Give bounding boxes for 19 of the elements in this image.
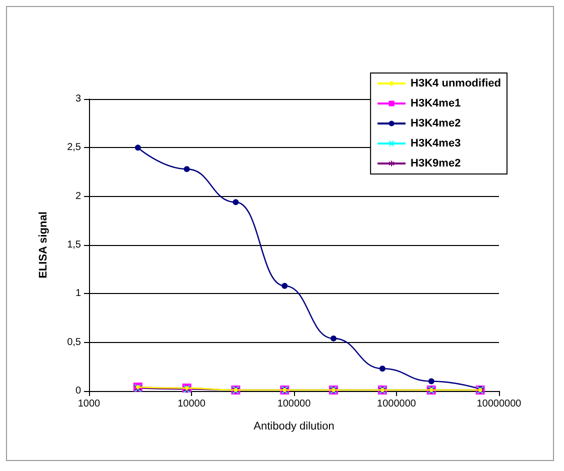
x-axis-title: Antibody dilution [254, 420, 334, 432]
legend-label: H3K9me2 [410, 158, 461, 170]
y-axis-title: ELISA signal [38, 212, 50, 278]
x-tick-label: 100000 [277, 398, 312, 410]
legend-label: H3K4me3 [410, 138, 461, 150]
y-tick-label: 3 [75, 94, 82, 104]
y-tick-label: 1,5 [67, 240, 82, 250]
x-tick-label: 1000 [78, 398, 101, 410]
legend-label: H3K4 unmodified [410, 78, 502, 90]
legend-label: H3K4me1 [410, 98, 461, 110]
x-tick-label: 1000000 [377, 398, 416, 410]
y-tick-label: 1 [75, 288, 82, 300]
y-tick-label: 2 [75, 190, 82, 202]
y-tick-label: 0 [75, 386, 82, 396]
y-tick-label: 0,5 [67, 336, 82, 348]
y-tick-label: 2,5 [67, 142, 82, 154]
x-tick-label: 10000 [178, 398, 206, 410]
x-tick-label: 10000000 [476, 398, 522, 410]
legend-label: H3K4me2 [410, 118, 461, 130]
